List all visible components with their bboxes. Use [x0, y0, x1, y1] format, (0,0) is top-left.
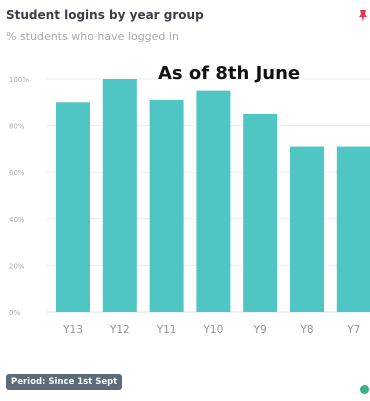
- x-tick-label: Y8: [299, 324, 313, 336]
- y-tick-label: 60%: [9, 169, 25, 177]
- pin-icon[interactable]: [358, 10, 368, 22]
- bar: [149, 99, 184, 312]
- chart-annotation: As of 8th June: [158, 63, 301, 84]
- chart-title: Student logins by year group: [6, 8, 204, 22]
- bar: [102, 79, 137, 312]
- bar: [336, 146, 370, 312]
- x-tick-label: Y7: [346, 324, 360, 336]
- x-tick-label: Y10: [203, 324, 224, 336]
- chart-subtitle: % students who have logged in: [6, 30, 179, 43]
- x-tick-label: Y9: [253, 324, 267, 336]
- period-badge[interactable]: Period: Since 1st Sept: [6, 374, 123, 390]
- x-tick-label: Y13: [62, 324, 83, 336]
- bar: [196, 90, 231, 313]
- y-tick-label: 40%: [9, 216, 25, 224]
- y-tick-label: 100%: [9, 76, 29, 84]
- bar: [56, 102, 90, 312]
- bar: [243, 113, 278, 312]
- bar: [290, 146, 324, 312]
- y-tick-label: 20%: [9, 262, 25, 270]
- status-dot-icon: [360, 385, 369, 394]
- x-tick-label: Y12: [109, 324, 130, 336]
- y-tick-label: 80%: [9, 123, 25, 131]
- x-tick-label: Y11: [156, 324, 177, 336]
- y-tick-label: 0%: [9, 309, 20, 317]
